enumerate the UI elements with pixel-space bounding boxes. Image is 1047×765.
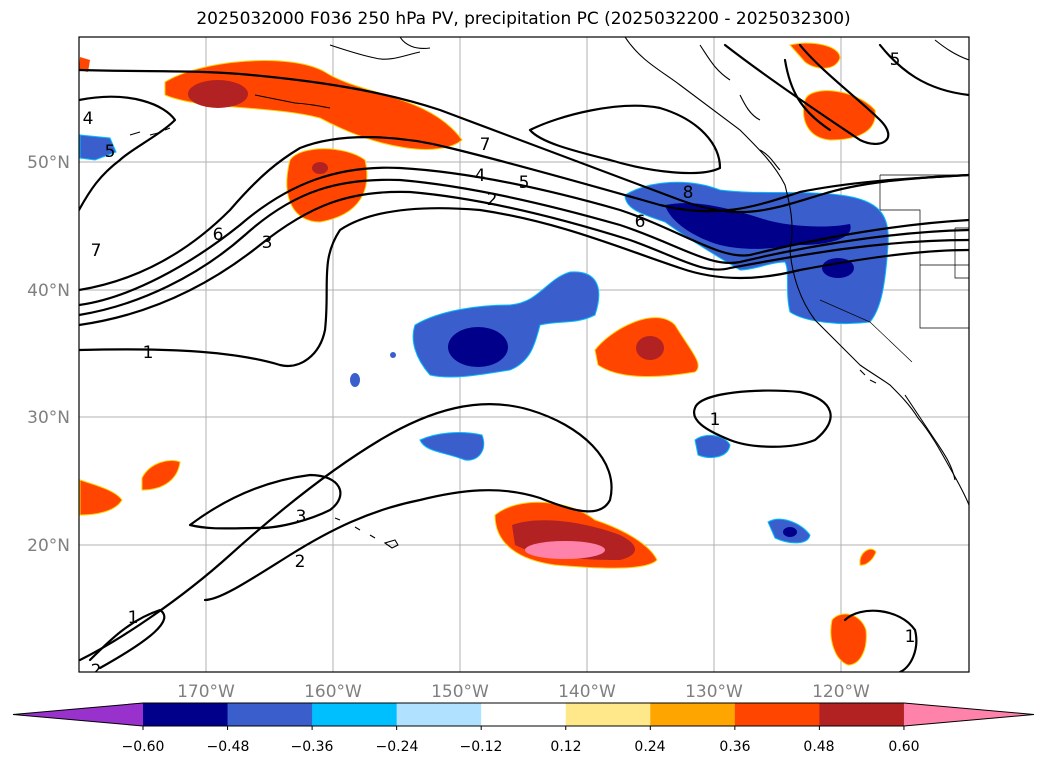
colorbar-tick-labels: −0.60 −0.48 −0.36 −0.24 −0.12 0.12 0.24 … [122, 739, 920, 755]
map-area: 7 4 5 2 6 3 7 5 6 8 5 1 1 3 2 1 1 2 4 [79, 37, 969, 681]
colorbar-segment [396, 703, 482, 726]
colorbar-extend-low [13, 703, 143, 726]
contour-label: 5 [890, 50, 901, 70]
contour-label: 1 [710, 410, 721, 430]
lat-label: 40°N [27, 281, 70, 301]
lon-label: 120°W [812, 682, 870, 702]
contour-label: 3 [296, 507, 307, 527]
colorbar-tick-label: −0.12 [460, 739, 503, 755]
contour-label: 4 [475, 166, 486, 186]
contour-labels: 7 4 5 2 6 3 7 5 6 8 5 1 1 3 2 1 1 2 4 [83, 50, 916, 681]
colorbar-segment [819, 703, 905, 726]
colorbar-tick-label: 0.24 [634, 739, 665, 755]
colorbar-segment [312, 703, 398, 726]
contour-label: 3 [262, 233, 273, 253]
lon-label: 170°W [177, 682, 235, 702]
contour-label: 5 [105, 142, 116, 162]
lon-label: 150°W [431, 682, 489, 702]
latitude-labels: 50°N 40°N 30°N 20°N [27, 153, 70, 556]
contour-label: 2 [91, 661, 102, 681]
colorbar-segment [650, 703, 736, 726]
contour-label: 1 [143, 343, 154, 363]
colorbar-tick-label: −0.36 [291, 739, 334, 755]
colorbar-segment [734, 703, 820, 726]
contour-label: 2 [487, 190, 498, 210]
colorbar-tick-label: 0.48 [803, 739, 834, 755]
coastlines [129, 37, 969, 549]
contour-label: 4 [83, 109, 94, 129]
lat-label: 50°N [27, 153, 70, 173]
colorbar-segment [143, 703, 229, 726]
lon-label: 160°W [304, 682, 362, 702]
contour-label: 6 [635, 212, 646, 232]
colorbar-segment [565, 703, 651, 726]
contour-label: 5 [519, 173, 530, 193]
colorbar-segment [227, 703, 313, 726]
lat-label: 20°N [27, 536, 70, 556]
colorbar-tick-label: −0.24 [376, 739, 419, 755]
colorbar-extend-high [903, 703, 1034, 726]
lon-label: 130°W [685, 682, 743, 702]
colorbar [12, 702, 1035, 730]
colorbar-tick-label: 0.12 [550, 739, 581, 755]
political-borders [819, 174, 969, 363]
contour-label: 8 [683, 183, 694, 203]
contour-label: 2 [295, 552, 306, 572]
colorbar-tick-label: −0.60 [122, 739, 165, 755]
contour-label: 1 [128, 608, 139, 628]
precip-negative-areas [79, 134, 889, 544]
lon-label: 140°W [558, 682, 616, 702]
contour-label: 7 [91, 241, 102, 261]
lat-label: 30°N [27, 408, 70, 428]
colorbar-tick-label: 0.36 [719, 739, 750, 755]
colorbar-tick-label: 0.60 [888, 739, 919, 755]
map-title: 2025032000 F036 250 hPa PV, precipitatio… [196, 9, 851, 29]
contour-label: 1 [905, 627, 916, 647]
map-frame [78, 36, 970, 673]
longitude-labels: 170°W 160°W 150°W 140°W 130°W 120°W [177, 682, 870, 702]
pv-contours [79, 43, 969, 672]
colorbar-tick-label: −0.48 [207, 739, 250, 755]
colorbar-segment [481, 703, 567, 726]
contour-label: 6 [213, 225, 224, 245]
contour-label: 7 [480, 135, 491, 155]
